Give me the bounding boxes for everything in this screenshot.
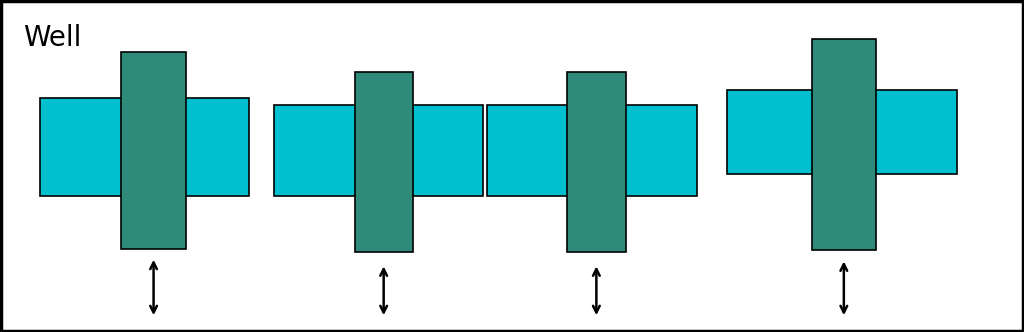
Bar (354, 72, 413, 252)
Text: Well: Well (24, 24, 82, 52)
Bar (487, 105, 697, 196)
Bar (40, 98, 249, 196)
Bar (122, 52, 185, 249)
Bar (273, 105, 483, 196)
Bar (727, 90, 956, 174)
Bar (567, 72, 626, 252)
Bar (812, 39, 877, 250)
